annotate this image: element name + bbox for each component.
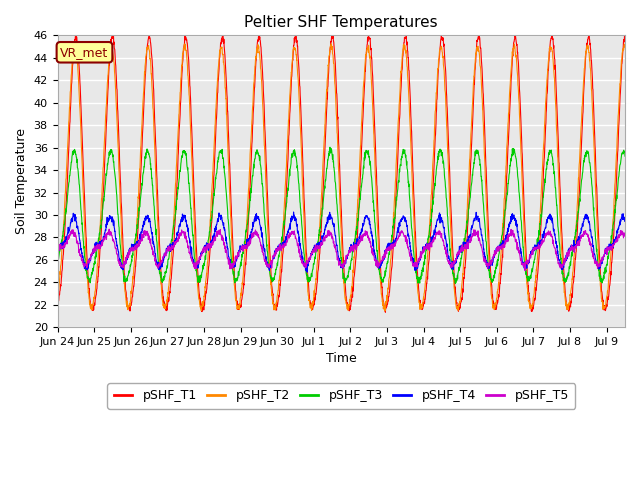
- pSHF_T3: [345, 269, 353, 275]
- pSHF_T5: [602, 249, 609, 255]
- pSHF_T4: [427, 240, 435, 246]
- pSHF_T5: [534, 244, 542, 250]
- pSHF_T1: [511, 31, 519, 36]
- pSHF_T4: [290, 209, 298, 215]
- pSHF_T3: [54, 263, 61, 268]
- pSHF_T2: [621, 44, 629, 50]
- pSHF_T1: [345, 306, 353, 312]
- pSHF_T1: [54, 302, 61, 308]
- pSHF_T1: [621, 33, 629, 38]
- pSHF_T2: [602, 303, 609, 309]
- pSHF_T3: [451, 281, 459, 287]
- pSHF_T1: [427, 232, 435, 238]
- pSHF_T2: [87, 302, 95, 308]
- X-axis label: Time: Time: [326, 352, 356, 365]
- pSHF_T4: [621, 217, 629, 223]
- pSHF_T5: [409, 261, 417, 267]
- pSHF_T1: [534, 263, 542, 268]
- pSHF_T3: [621, 153, 629, 159]
- pSHF_T1: [409, 171, 417, 177]
- pSHF_T5: [106, 226, 113, 232]
- pSHF_T3: [87, 275, 95, 281]
- pSHF_T2: [345, 305, 353, 311]
- pSHF_T2: [328, 41, 335, 47]
- Title: Peltier SHF Temperatures: Peltier SHF Temperatures: [244, 15, 438, 30]
- pSHF_T4: [87, 254, 95, 260]
- pSHF_T3: [409, 242, 417, 248]
- Line: pSHF_T2: pSHF_T2: [58, 44, 625, 311]
- pSHF_T2: [381, 308, 388, 314]
- pSHF_T3: [602, 267, 609, 273]
- pSHF_T2: [534, 240, 542, 246]
- Line: pSHF_T3: pSHF_T3: [58, 147, 625, 284]
- pSHF_T3: [326, 144, 334, 150]
- pSHF_T5: [621, 231, 629, 237]
- Line: pSHF_T5: pSHF_T5: [58, 229, 625, 271]
- Text: VR_met: VR_met: [60, 46, 109, 59]
- Line: pSHF_T4: pSHF_T4: [58, 212, 625, 272]
- pSHF_T5: [87, 252, 95, 257]
- pSHF_T1: [87, 301, 95, 307]
- pSHF_T5: [345, 249, 353, 255]
- pSHF_T4: [54, 244, 61, 250]
- Y-axis label: Soil Temperature: Soil Temperature: [15, 128, 28, 234]
- pSHF_T4: [602, 249, 609, 255]
- pSHF_T2: [427, 205, 435, 211]
- pSHF_T4: [303, 269, 311, 275]
- pSHF_T4: [345, 248, 353, 253]
- pSHF_T5: [427, 241, 435, 247]
- pSHF_T2: [410, 207, 417, 213]
- pSHF_T4: [534, 239, 542, 245]
- pSHF_T3: [534, 238, 542, 244]
- pSHF_T1: [602, 306, 609, 312]
- pSHF_T5: [521, 268, 529, 274]
- Line: pSHF_T1: pSHF_T1: [58, 34, 625, 312]
- Legend: pSHF_T1, pSHF_T2, pSHF_T3, pSHF_T4, pSHF_T5: pSHF_T1, pSHF_T2, pSHF_T3, pSHF_T4, pSHF…: [108, 383, 575, 408]
- pSHF_T4: [410, 256, 417, 262]
- pSHF_T3: [427, 223, 435, 228]
- pSHF_T1: [381, 309, 389, 315]
- pSHF_T5: [54, 249, 61, 254]
- pSHF_T2: [54, 299, 61, 304]
